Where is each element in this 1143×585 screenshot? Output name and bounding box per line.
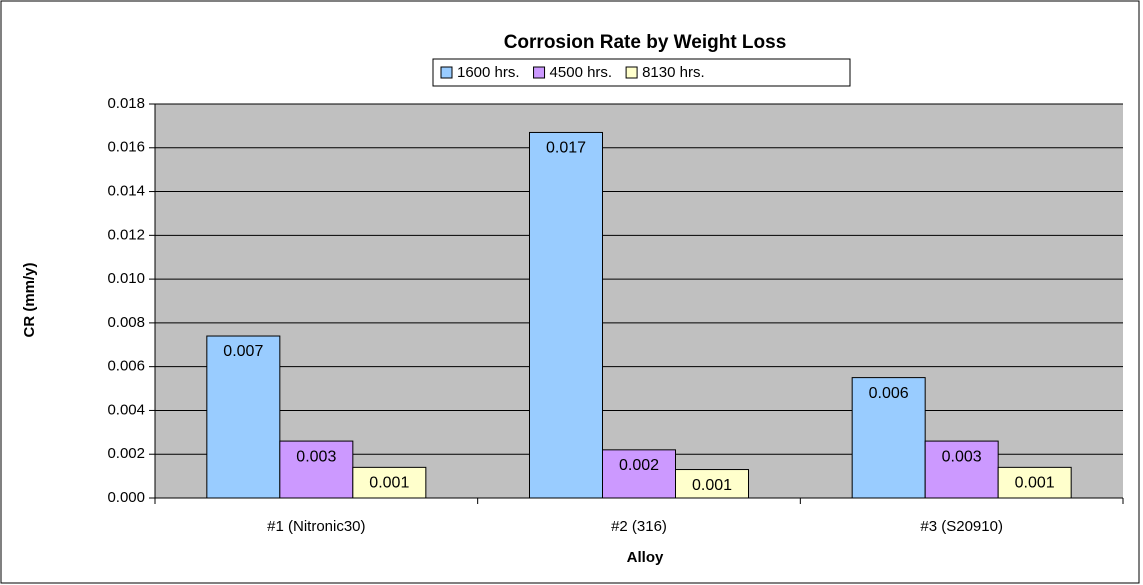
bar — [851, 377, 926, 499]
y-tick-label: 0.004 — [107, 401, 145, 418]
value-label: 0.003 — [942, 448, 982, 465]
value-label: 0.006 — [869, 385, 909, 402]
y-tick-label: 0.012 — [107, 226, 145, 243]
y-tick-label: 0.008 — [107, 314, 145, 331]
y-tick-label: 0.002 — [107, 445, 145, 462]
y-tick-label: 0.016 — [107, 139, 145, 156]
bar — [997, 466, 1072, 499]
value-label: 0.002 — [619, 457, 659, 474]
bar — [675, 469, 749, 499]
value-label: 0.007 — [223, 343, 263, 360]
bar — [529, 131, 603, 499]
legend-swatch — [533, 66, 546, 79]
bar — [279, 440, 354, 499]
legend-box — [432, 58, 851, 87]
value-label: 0.017 — [546, 140, 586, 157]
y-tick-label: 0.006 — [107, 358, 145, 375]
bar — [602, 449, 676, 499]
x-tick-label: #2 (316) — [611, 518, 667, 535]
legend-swatch — [440, 66, 453, 79]
bar — [206, 335, 281, 499]
y-tick-label: 0.010 — [107, 270, 145, 287]
chart-title: Corrosion Rate by Weight Loss — [504, 32, 787, 53]
plot-area — [155, 104, 1123, 498]
value-label: 0.003 — [296, 448, 336, 465]
value-label: 0.001 — [1015, 475, 1055, 492]
y-tick-label: 0.014 — [107, 183, 145, 200]
x-tick-label: #3 (S20910) — [920, 518, 1003, 535]
x-axis-label: Alloy — [627, 549, 664, 566]
bar — [352, 466, 427, 499]
legend-swatch — [625, 66, 638, 79]
value-label: 0.001 — [692, 477, 732, 494]
y-tick-label: 0.000 — [107, 489, 145, 506]
value-label: 0.001 — [369, 475, 409, 492]
legend-label: 8130 hrs. — [642, 64, 705, 81]
bar — [924, 440, 999, 499]
legend-label: 1600 hrs. — [457, 64, 520, 81]
y-tick-label: 0.018 — [107, 95, 145, 112]
y-axis-label: CR (mm/y) — [21, 262, 38, 337]
x-tick-label: #1 (Nitronic30) — [267, 518, 365, 535]
legend-label: 4500 hrs. — [550, 64, 613, 81]
